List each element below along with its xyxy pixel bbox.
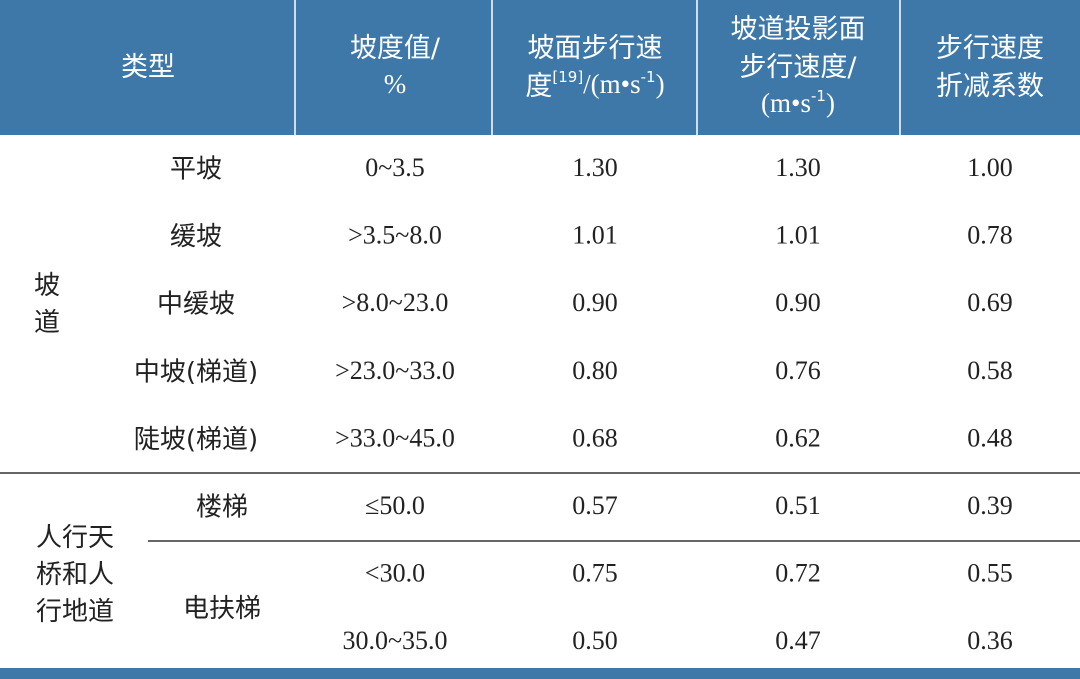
group-label: 道 <box>34 308 60 338</box>
cell: 0.47 <box>775 626 821 655</box>
header-line: 坡度值/ <box>350 33 441 64</box>
cell: 0.72 <box>775 559 821 588</box>
cell: 0.50 <box>572 626 618 655</box>
cell: 0.36 <box>967 626 1013 655</box>
cell: <30.0 <box>365 559 425 588</box>
cell: 1.30 <box>775 153 821 182</box>
header-line: 坡道投影面 <box>731 14 866 45</box>
header-line: (m•s-1) <box>761 87 835 119</box>
cell: 1.01 <box>572 221 618 250</box>
superscript: [19] <box>552 68 583 86</box>
cell: ≤50.0 <box>365 491 425 520</box>
header-line: 类型 <box>121 52 175 83</box>
header-line: 步行速度/ <box>739 52 857 83</box>
row-name: 中坡(梯道) <box>134 357 258 387</box>
cell: >3.5~8.0 <box>348 221 442 250</box>
cell: >33.0~45.0 <box>335 423 455 452</box>
cell: >8.0~23.0 <box>342 288 449 317</box>
cell: 0.90 <box>775 288 821 317</box>
row-name: 中缓坡 <box>157 290 235 320</box>
cell: 0.55 <box>967 559 1013 588</box>
row-name: 平坡 <box>170 155 222 185</box>
row-name: 缓坡 <box>170 222 222 252</box>
header-text: (m•s <box>761 88 811 118</box>
header-text: ) <box>826 88 835 118</box>
cell: 0.75 <box>572 559 618 588</box>
header-line: 折减系数 <box>936 71 1044 102</box>
cell: >23.0~33.0 <box>335 356 455 385</box>
header-text: 步行速度/ <box>739 52 857 83</box>
row-name: 陡坡(梯道) <box>134 425 258 455</box>
header-text: 度 <box>525 71 552 102</box>
cell: 0.78 <box>967 221 1013 250</box>
group-label: 坡 <box>34 271 60 301</box>
cell: 0.58 <box>967 356 1013 385</box>
header-text: 坡面步行速 <box>528 33 663 64</box>
superscript: -1 <box>811 87 826 105</box>
cell: 30.0~35.0 <box>342 626 447 655</box>
group-label: 桥和人 <box>36 560 114 590</box>
cell: 0.48 <box>967 423 1013 452</box>
header-dividers <box>294 0 901 135</box>
header-text: 类型 <box>121 52 175 83</box>
header-text: 坡道投影面 <box>731 14 866 45</box>
superscript: -1 <box>641 68 656 86</box>
header-line: 坡面步行速 <box>528 33 663 64</box>
cell: 0.76 <box>775 356 821 385</box>
group-label: 人行天 <box>36 523 114 553</box>
header-line: % <box>384 69 407 99</box>
cell: 0.68 <box>572 423 618 452</box>
footer-band <box>0 668 1080 679</box>
cell: 0~3.5 <box>365 153 425 182</box>
header-text: /(m•s <box>583 69 640 99</box>
cell: 1.01 <box>775 221 821 250</box>
cell: 0.57 <box>572 491 618 520</box>
header-line: 度[19]/(m•s-1) <box>525 68 664 102</box>
cell: 0.62 <box>775 423 821 452</box>
row-name: 楼梯 <box>196 493 248 523</box>
row-name: 电扶梯 <box>183 594 261 624</box>
cell: 0.39 <box>967 491 1013 520</box>
header-text: 折减系数 <box>936 71 1044 102</box>
header-text: 坡度值/ <box>350 33 441 64</box>
header-text: % <box>384 69 407 99</box>
header-text: 步行速度 <box>936 33 1044 64</box>
cell: 0.51 <box>775 491 821 520</box>
cell: 0.80 <box>572 356 618 385</box>
cell: 0.69 <box>967 288 1013 317</box>
header-line: 步行速度 <box>936 33 1044 64</box>
header-text: ) <box>656 69 665 99</box>
group-label: 行地道 <box>36 597 114 627</box>
cell: 1.00 <box>967 153 1013 182</box>
cell: 1.30 <box>572 153 618 182</box>
cell: 0.90 <box>572 288 618 317</box>
